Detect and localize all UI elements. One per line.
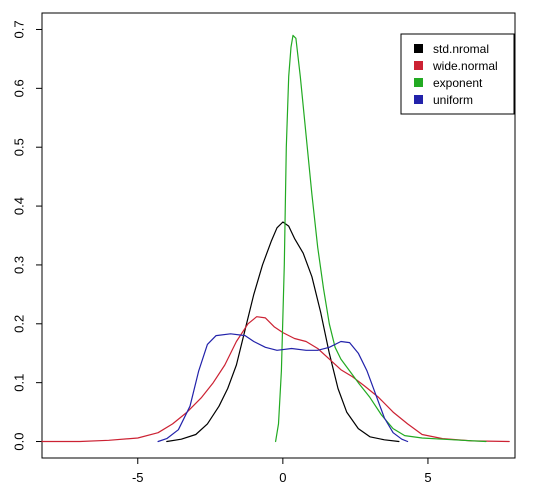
legend-label-exponent: exponent (433, 76, 483, 90)
series-line-std-nromal (166, 221, 400, 443)
x-tick-label: 0 (279, 470, 286, 485)
legend-swatch-wide-normal (414, 61, 423, 70)
y-tick-label: 0.7 (11, 20, 26, 38)
y-tick-label: 0.3 (11, 256, 26, 274)
series-layer (41, 34, 510, 443)
series-line-wide-normal (41, 316, 510, 443)
legend-swatch-std-nromal (414, 44, 423, 53)
y-tick-label: 0.1 (11, 374, 26, 392)
y-tick-label: 0.0 (11, 432, 26, 450)
legend-label-uniform: uniform (433, 93, 473, 107)
x-tick-label: 5 (424, 470, 431, 485)
y-tick-label: 0.5 (11, 138, 26, 156)
legend: std.nromal wide.normal exponent uniform (400, 33, 515, 115)
series-line-exponent (275, 34, 487, 443)
y-tick-label: 0.6 (11, 79, 26, 97)
legend-swatch-exponent (414, 78, 423, 87)
series-line-uniform (157, 333, 409, 443)
x-tick-label: -5 (132, 470, 144, 485)
y-axis: 0.0 0.1 0.2 0.3 0.4 0.5 0.6 0.7 (11, 20, 43, 451)
y-tick-label: 0.2 (11, 315, 26, 333)
y-tick-label: 0.4 (11, 197, 26, 215)
legend-label-wide-normal: wide.normal (432, 59, 498, 73)
legend-label-std-nromal: std.nromal (433, 42, 489, 56)
x-axis: -5 0 5 (132, 457, 432, 485)
legend-swatch-uniform (414, 95, 423, 104)
